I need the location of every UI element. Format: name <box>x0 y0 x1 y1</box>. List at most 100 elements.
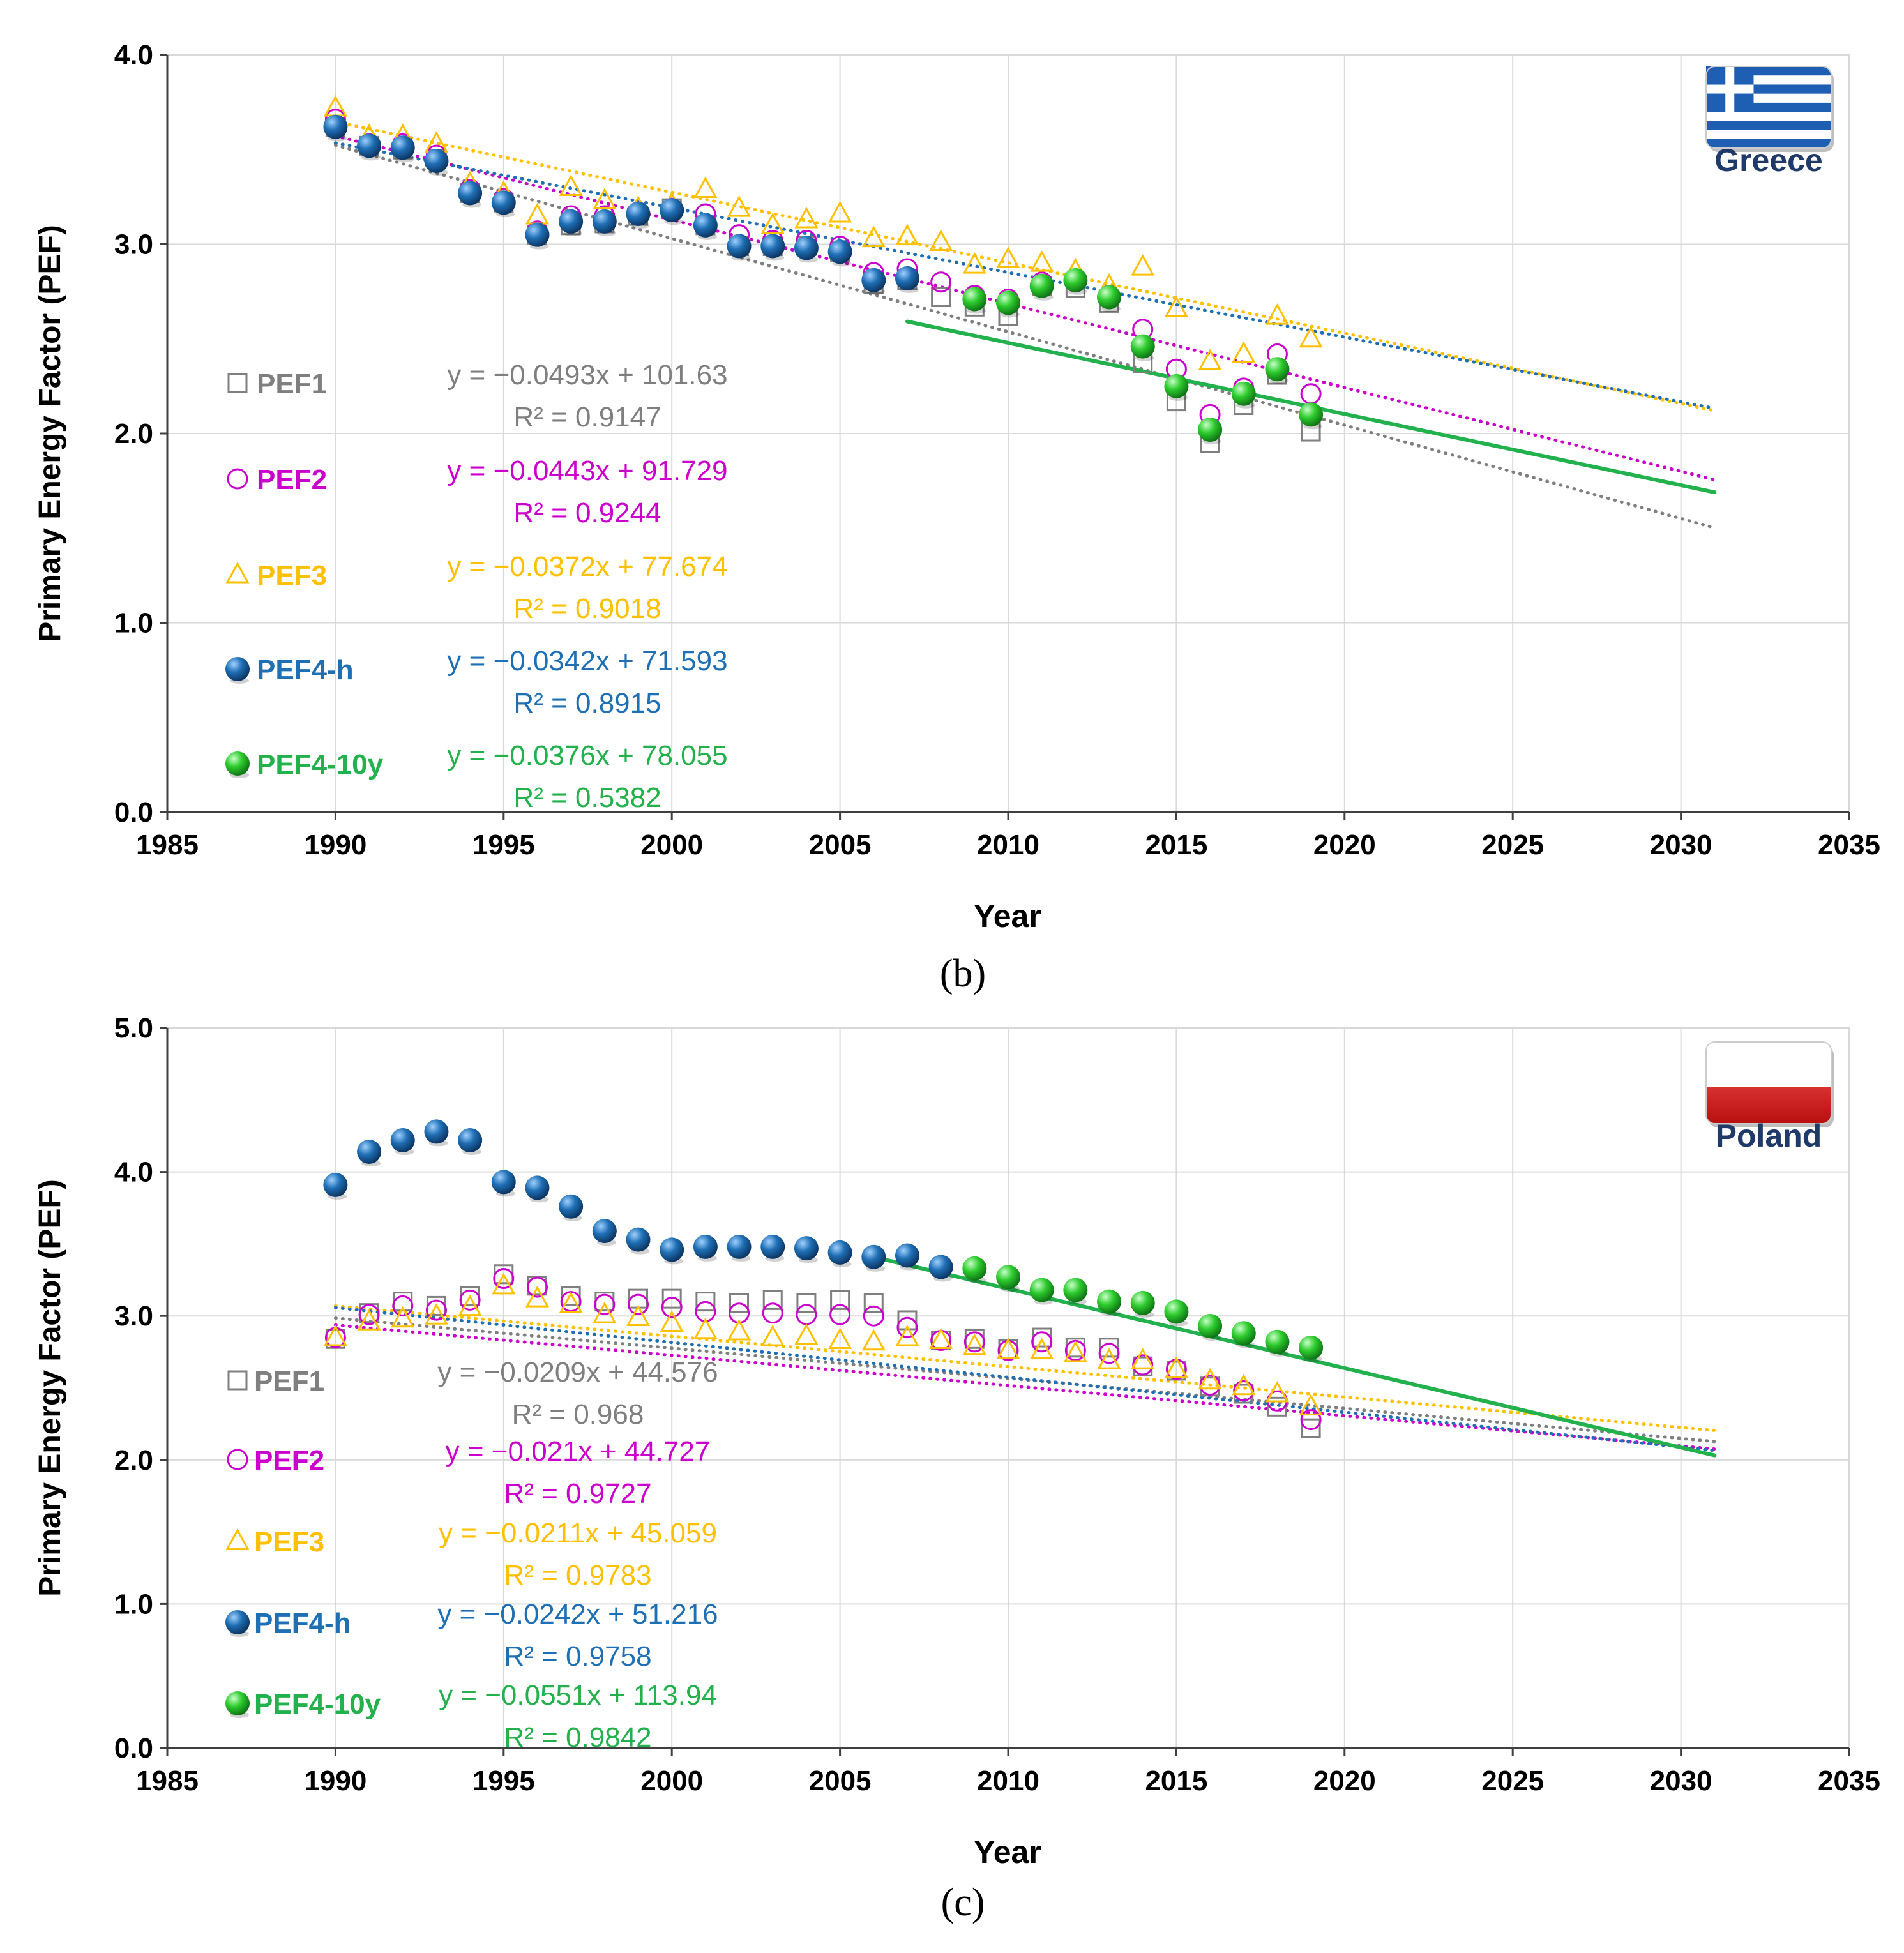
point-pef4-h <box>895 1243 919 1268</box>
point-pef4-10y <box>1063 1278 1088 1302</box>
y-tick-label: 1.0 <box>114 1588 153 1620</box>
point-pef3 <box>1198 349 1222 370</box>
point-pef3 <box>1131 1348 1155 1369</box>
y-tick-label: 2.0 <box>114 1445 153 1476</box>
trendline-pef2 <box>333 134 1716 481</box>
legend-label-pef2: PEF2 <box>254 1445 324 1476</box>
point-pef3 <box>492 1272 516 1295</box>
chart-poland: 1985 1990 1995 2000 2005 2010 2015 2020 2025 2030… <box>33 1013 1880 1924</box>
legend-label-pef3: PEF3 <box>257 560 327 591</box>
y-tick-label: 4.0 <box>114 40 153 71</box>
point-pef4-h <box>660 198 684 223</box>
x-axis-title: Year <box>974 1834 1041 1870</box>
point-pef1 <box>762 1290 783 1310</box>
point-pef4-h <box>592 1219 617 1244</box>
point-pef4-10y <box>1299 1335 1324 1360</box>
legend-label-pef4-10y: PEF4-10y <box>254 1689 381 1720</box>
flag-border <box>1705 66 1832 149</box>
x-tick-label: 2010 <box>977 829 1039 861</box>
point-pef4-h <box>491 190 516 215</box>
r-squared-pef1: R² = 0.9147 <box>513 402 661 433</box>
legend-marker-pef4-h <box>225 657 250 681</box>
trendline-pef3 <box>333 120 1716 412</box>
point-pef4-10y <box>1029 273 1054 298</box>
legend-marker-pef2 <box>227 1449 248 1470</box>
point-pef3 <box>559 174 583 197</box>
x-tick-label: 1995 <box>472 829 535 861</box>
point-pef3 <box>861 1329 886 1351</box>
x-tick-label: 2005 <box>809 1765 872 1797</box>
x-tick-label: 2015 <box>1145 829 1207 861</box>
equation-pef1: y = −0.0209x + 44.576 <box>437 1357 718 1388</box>
legend-marker-pef1 <box>227 1370 248 1391</box>
point-pef4-h <box>559 209 584 234</box>
point-pef4-10y <box>1164 373 1189 398</box>
point-pef2 <box>594 1293 616 1315</box>
point-pef4-h <box>895 266 919 290</box>
point-pef4-h <box>861 1244 886 1269</box>
point-pef4-h <box>424 1119 449 1144</box>
point-pef3 <box>424 1303 448 1325</box>
point-pef1 <box>1301 1418 1321 1438</box>
r-squared-pef4-h: R² = 0.9758 <box>504 1641 651 1672</box>
country-label: Greece <box>1714 142 1823 178</box>
point-pef3 <box>323 1324 347 1346</box>
point-pef2 <box>963 1331 985 1353</box>
point-pef3 <box>760 1324 785 1346</box>
legend-label-pef4-h: PEF4-h <box>257 654 354 686</box>
x-tick-label: 2005 <box>809 829 872 861</box>
trendline-pef4-10y <box>872 1255 1717 1458</box>
point-pef2 <box>863 1305 884 1327</box>
x-tick-label: 1990 <box>304 829 366 861</box>
y-tick-label: 1.0 <box>114 608 153 639</box>
point-pef4-10y <box>1130 334 1155 359</box>
point-pef2 <box>392 1295 414 1316</box>
point-pef2 <box>1199 1374 1221 1396</box>
point-pef4-10y <box>1231 1321 1256 1346</box>
point-pef4-h <box>693 213 718 238</box>
point-pef3 <box>794 1323 819 1345</box>
point-pef4-h <box>861 268 886 292</box>
r-squared-pef4-10y: R² = 0.5382 <box>513 782 661 813</box>
point-pef3 <box>593 188 617 209</box>
point-pef4-10y <box>1097 285 1122 310</box>
point-pef3 <box>828 200 852 223</box>
point-pef3 <box>1299 1394 1323 1415</box>
point-pef4-h <box>928 1255 953 1279</box>
point-pef3 <box>1030 1338 1054 1359</box>
panel-caption: (c) <box>941 1881 985 1924</box>
point-pef1 <box>796 1293 817 1313</box>
point-pef3 <box>996 246 1020 268</box>
x-tick-label: 2025 <box>1481 1765 1544 1797</box>
chart-greece: 1985 1990 1995 2000 2005 2010 2015 2020 2025 2030… <box>33 40 1880 995</box>
point-pef1 <box>931 287 951 308</box>
point-pef3 <box>357 1309 381 1331</box>
point-pef3 <box>626 1304 651 1326</box>
y-axis-title: Primary Energy Factor (PEF) <box>33 1179 67 1597</box>
point-pef4-10y <box>1265 357 1290 382</box>
x-tick-label: 1995 <box>472 1765 535 1797</box>
point-pef4-10y <box>1299 402 1324 427</box>
flag-stripe <box>1706 112 1831 121</box>
legend-label-pef2: PEF2 <box>257 464 327 495</box>
point-pef4-h <box>827 239 852 264</box>
point-pef2 <box>930 271 952 293</box>
point-pef2 <box>1233 1380 1255 1402</box>
point-pef4-h <box>760 1234 785 1259</box>
point-pef1 <box>695 1292 716 1312</box>
trendline-pef4-h <box>333 1306 1716 1452</box>
x-tick-label: 2015 <box>1145 1765 1207 1797</box>
r-squared-pef2: R² = 0.9244 <box>513 497 661 529</box>
point-pef3 <box>1030 250 1054 272</box>
x-axis-title: Year <box>974 898 1041 934</box>
trendline-pef1 <box>333 1316 1716 1444</box>
point-pef2 <box>358 1304 380 1325</box>
point-pef3 <box>895 1324 919 1346</box>
point-pef2 <box>459 1289 481 1311</box>
point-pef4-h <box>626 1227 651 1252</box>
point-pef3 <box>693 176 718 199</box>
legend-marker-pef1 <box>227 373 248 393</box>
point-pef2 <box>1031 1331 1053 1353</box>
legend-label-pef4-h: PEF4-h <box>254 1608 351 1639</box>
